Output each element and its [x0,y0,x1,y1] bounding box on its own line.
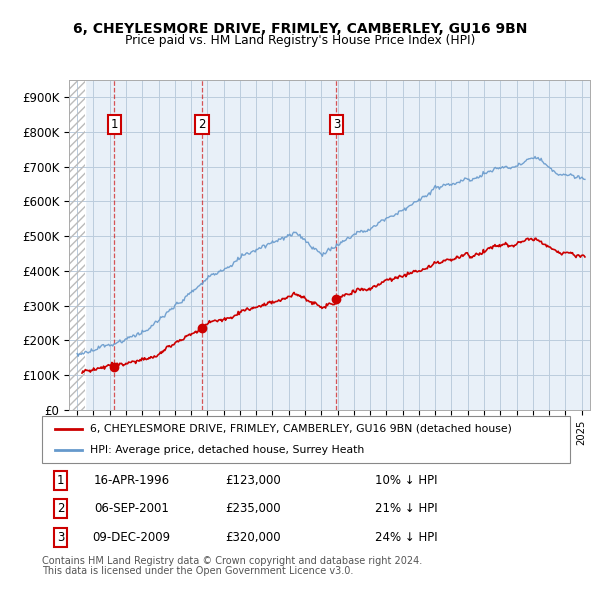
Text: HPI: Average price, detached house, Surrey Heath: HPI: Average price, detached house, Surr… [89,445,364,455]
Text: 16-APR-1996: 16-APR-1996 [94,474,170,487]
Text: 2: 2 [57,502,64,516]
Text: This data is licensed under the Open Government Licence v3.0.: This data is licensed under the Open Gov… [42,566,353,576]
Bar [69,80,85,410]
Text: 2: 2 [199,118,206,131]
Text: Contains HM Land Registry data © Crown copyright and database right 2024.: Contains HM Land Registry data © Crown c… [42,556,422,566]
Text: 06-SEP-2001: 06-SEP-2001 [94,502,169,516]
Text: 09-DEC-2009: 09-DEC-2009 [92,530,171,543]
FancyBboxPatch shape [42,416,570,463]
Text: 3: 3 [57,530,64,543]
Text: £235,000: £235,000 [226,502,281,516]
Bar [69,80,85,410]
Text: 1: 1 [110,118,118,131]
Text: 3: 3 [333,118,340,131]
Text: 6, CHEYLESMORE DRIVE, FRIMLEY, CAMBERLEY, GU16 9BN (detached house): 6, CHEYLESMORE DRIVE, FRIMLEY, CAMBERLEY… [89,424,511,434]
Text: 21% ↓ HPI: 21% ↓ HPI [374,502,437,516]
Text: Price paid vs. HM Land Registry's House Price Index (HPI): Price paid vs. HM Land Registry's House … [125,34,475,47]
Text: 6, CHEYLESMORE DRIVE, FRIMLEY, CAMBERLEY, GU16 9BN: 6, CHEYLESMORE DRIVE, FRIMLEY, CAMBERLEY… [73,22,527,37]
Text: 24% ↓ HPI: 24% ↓ HPI [374,530,437,543]
Text: £123,000: £123,000 [226,474,281,487]
Text: £320,000: £320,000 [226,530,281,543]
Text: 1: 1 [57,474,64,487]
Text: 10% ↓ HPI: 10% ↓ HPI [374,474,437,487]
